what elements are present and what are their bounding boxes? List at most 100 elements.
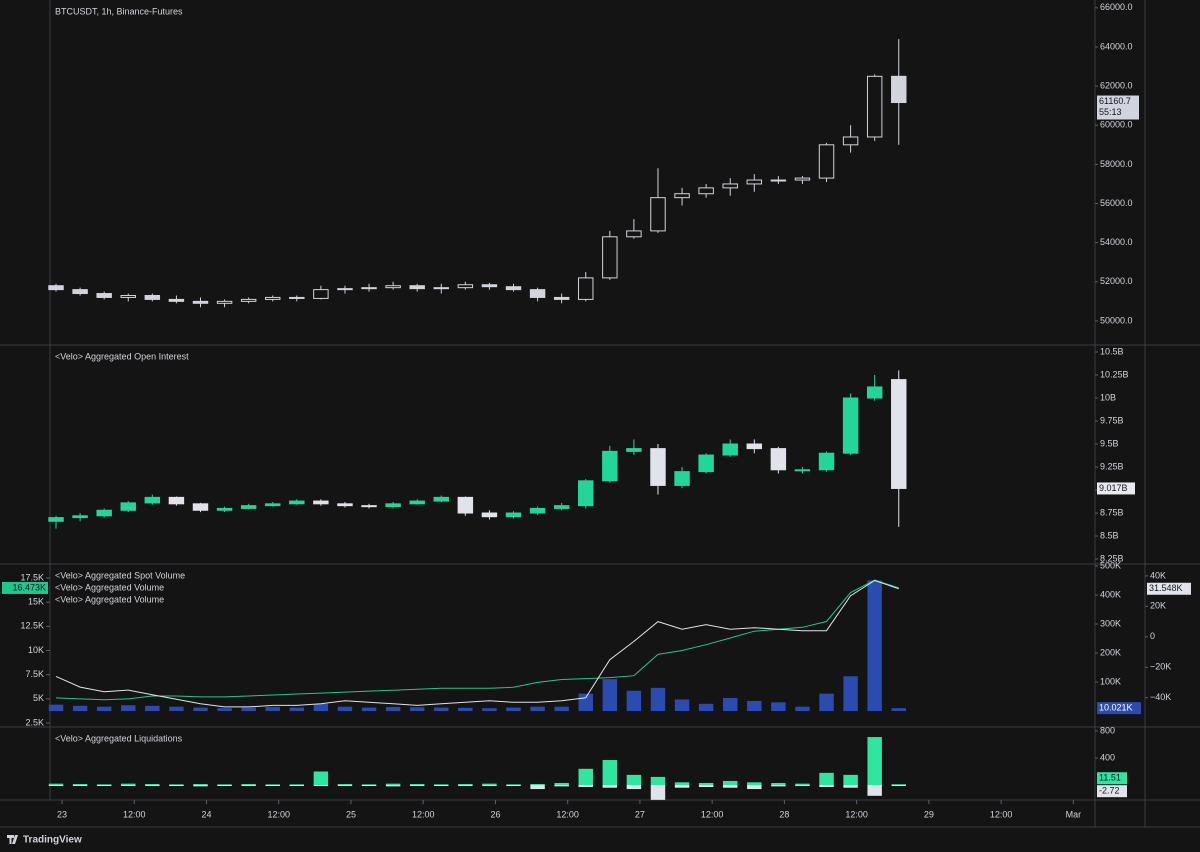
liquidation-bar [434, 784, 449, 786]
value-label-box [1147, 582, 1191, 595]
y-tick-label: 10.5B [1100, 346, 1124, 356]
candle-body [313, 289, 329, 299]
volume-line [55, 579, 899, 708]
y-tick-label: 60000.0 [1100, 120, 1133, 130]
x-tick-label: 12:00 [267, 809, 290, 819]
volume-bar [145, 705, 160, 712]
liquidation-bar [819, 785, 834, 788]
volume-bar [217, 708, 232, 712]
liquidation-bar [434, 785, 449, 787]
liquidation-bar [698, 785, 714, 788]
candle-body [553, 505, 570, 509]
y-tick-label: 50000.0 [1100, 315, 1133, 325]
volume-bar [674, 699, 690, 712]
candle-body [602, 450, 618, 482]
liquidation-bar [674, 782, 690, 786]
liquidation-bar [385, 785, 401, 787]
candle-body [481, 512, 498, 518]
candle-body [216, 507, 233, 511]
candle-body [289, 296, 305, 299]
y-tick-label: −20K [1150, 662, 1171, 672]
volume-bar [241, 707, 256, 712]
volume-bar [819, 693, 834, 712]
candle-body [385, 285, 401, 289]
volume-bar [289, 707, 305, 712]
volume-bar [482, 708, 497, 712]
value-label-box [1097, 702, 1141, 715]
candle-body [265, 503, 281, 507]
candle-body [192, 503, 209, 511]
candle-body [866, 75, 883, 138]
liquidation-bar [145, 785, 160, 787]
liquidation-bar [747, 785, 762, 790]
candle-body [457, 496, 474, 514]
volume-bar [602, 679, 618, 712]
value-label: 10.021K [1099, 703, 1133, 713]
value-label: 16.473K [12, 582, 46, 592]
y-tick-label: 200K [1100, 647, 1121, 657]
liquidation-bar [530, 783, 545, 786]
volume-bar [530, 706, 545, 712]
candle-body [794, 469, 811, 472]
candle-body [818, 452, 835, 471]
volume-bar [385, 706, 401, 712]
pane-title: <Velo> Aggregated Liquidations [55, 733, 183, 743]
candle-body [578, 480, 594, 507]
candle-body [48, 517, 64, 522]
candle-body [265, 296, 281, 300]
volume-bar [626, 690, 642, 712]
y-tick-label: 300K [1100, 618, 1121, 628]
liquidation-bar [337, 785, 353, 787]
candle-body [674, 193, 690, 199]
liquidation-bar [530, 785, 545, 790]
brand: TradingView [23, 835, 82, 846]
y-tick-label: 66000.0 [1100, 2, 1133, 12]
liquidation-bar [650, 785, 666, 800]
candle-body [96, 509, 112, 517]
volume-bar [771, 702, 786, 712]
legend-entry: <Velo> Aggregated Spot Volume [55, 570, 185, 580]
candle-body [722, 183, 738, 189]
value-label: 31.548K [1149, 583, 1183, 593]
logo [7, 835, 18, 844]
liquidation-bar [867, 737, 882, 786]
candle-body [385, 503, 401, 508]
y-tick-label: 58000.0 [1100, 159, 1133, 169]
y-tick-label: 40K [1150, 570, 1166, 580]
candle-body [770, 179, 787, 182]
y-tick-label: 2.5K [25, 717, 44, 727]
candle-body [842, 397, 859, 454]
volume-bar [313, 703, 329, 712]
value-label: -2.72 [1099, 786, 1120, 796]
candle-body [891, 379, 907, 489]
liquidation-bar [241, 783, 256, 786]
candle-body [433, 287, 449, 290]
volume-bar [169, 706, 184, 712]
candle-body [361, 287, 377, 290]
liquidation-bar [265, 784, 280, 786]
liquidation-bar [602, 760, 618, 786]
value-label: 11.51 [1099, 773, 1121, 783]
candle-body [650, 197, 666, 232]
liquidation-bar [843, 785, 858, 788]
value-label-box [1097, 482, 1135, 495]
y-tick-label: 800 [1100, 725, 1115, 735]
logo-mark [7, 835, 18, 844]
x-tick-label: 25 [346, 809, 356, 819]
y-tick-label: −40K [1150, 692, 1171, 702]
candle-body [529, 507, 546, 514]
candle-body [626, 230, 642, 238]
pane-title: BTCUSDT, 1h, Binance-Futures [55, 6, 183, 16]
liquidation-bar [506, 784, 521, 786]
liquidation-bar [313, 771, 329, 786]
candle-body [746, 443, 763, 450]
volume-bar [506, 707, 521, 712]
volume-bar [458, 707, 473, 712]
volume-bar [891, 708, 906, 712]
y-tick-label: 52000.0 [1100, 276, 1133, 286]
liquidation-bar [289, 785, 305, 787]
value-label-box [1097, 785, 1127, 798]
y-tick-label: 8.5B [1100, 530, 1119, 540]
